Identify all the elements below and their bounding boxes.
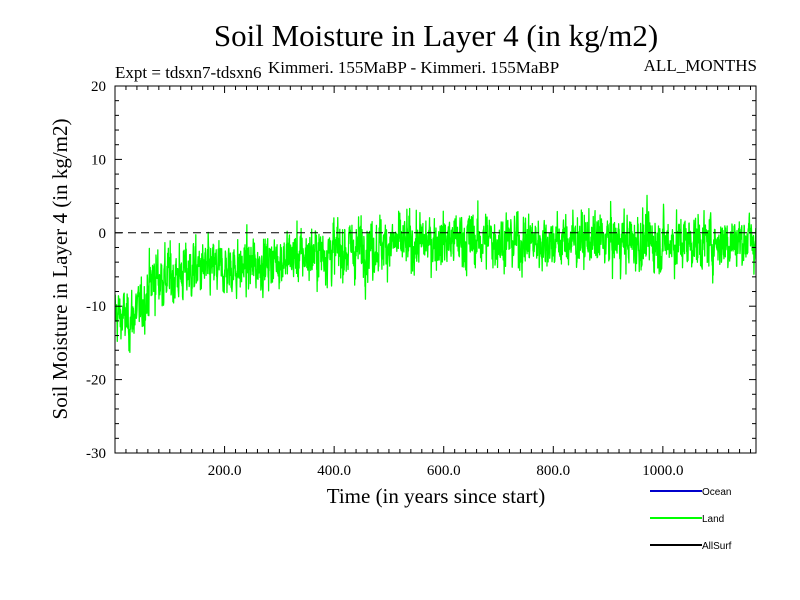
x-tick-label: 200.0 (208, 463, 242, 479)
y-axis-label: Soil Moisture in Layer 4 (in kg/m2) (48, 119, 72, 420)
plot-frame (114, 85, 757, 454)
y-tick-label: 10 (91, 152, 106, 168)
x-axis-label: Time (in years since start) (327, 484, 546, 508)
legend-label-land: Land (702, 514, 724, 525)
legend-label-ocean: Ocean (702, 487, 731, 498)
x-axis-ticks: 200.0 400.0 600.0 800.0 1000.0 (125, 86, 752, 479)
x-tick-label: 400.0 (317, 463, 351, 479)
chart-title: Soil Moisture in Layer 4 (in kg/m2) (214, 18, 658, 53)
y-tick-label: -30 (86, 446, 106, 462)
x-tick-label: 600.0 (427, 463, 461, 479)
x-tick-label: 1000.0 (642, 463, 683, 479)
y-tick-label: 0 (99, 226, 107, 242)
y-tick-label: -20 (86, 373, 106, 389)
legend: Ocean Land AllSurf (650, 487, 732, 552)
series-line-land (115, 194, 756, 354)
x-tick-label: 800.0 (536, 463, 570, 479)
series-layer (115, 194, 756, 354)
y-tick-label: -10 (86, 299, 106, 315)
y-tick-label: 20 (91, 79, 106, 95)
legend-label-allsurf: AllSurf (702, 541, 732, 552)
chart-subtitle-center: Kimmeri. 155MaBP - Kimmeri. 155MaBP (268, 58, 559, 77)
chart-subtitle-right: ALL_MONTHS (644, 56, 757, 75)
y-axis-ticks: -30 -20 -10 0 10 20 (86, 79, 756, 462)
chart-subtitle-left: Expt = tdsxn7-tdsxn6 (115, 63, 262, 82)
